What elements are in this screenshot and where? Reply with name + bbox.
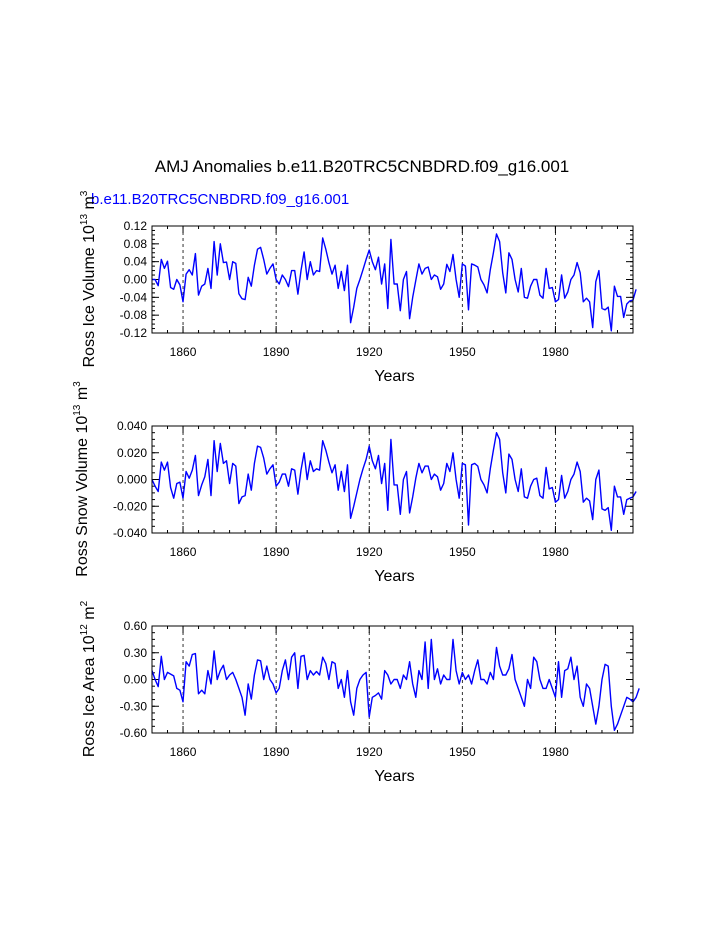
y-tick-label: 0.000: [117, 473, 147, 487]
y-tick-label: -0.12: [120, 326, 148, 340]
panel-1: 1860 1890 1920 1950 1980 -0.12 -0.08 -0.04 0.00 0…: [79, 190, 637, 385]
x-tick-label: 1920: [356, 545, 383, 559]
x-tick-label: 1890: [263, 345, 290, 359]
x-tick-label: 1950: [449, 745, 476, 759]
y-tick-label: 0.020: [117, 446, 147, 460]
x-tick-label: 1890: [263, 545, 290, 559]
x-axis-label: Years: [374, 768, 414, 785]
legend-label: b.e11.B20TRC5CNBDRD.f09_g16.001: [91, 191, 349, 208]
y-tick-label: 0.00: [124, 673, 148, 687]
x-axis-label: Years: [374, 368, 414, 385]
x-tick-label: 1920: [356, 745, 383, 759]
x-tick-label: 1950: [449, 345, 476, 359]
y-axis-label: Ross Ice Volume 1013 m3: [79, 190, 98, 367]
y-axis-label: Ross Ice Area 1012 m2: [79, 600, 98, 757]
panel-2: 1860 1890 1920 1950 1980 -0.040 -0.020 0.000 0.0…: [72, 381, 637, 585]
plot-frame: [151, 425, 634, 534]
x-tick-label: 1860: [170, 345, 197, 359]
plot-frame: [151, 625, 634, 734]
figure-title: AMJ Anomalies b.e11.B20TRC5CNBDRD.f09_g1…: [155, 157, 570, 176]
panel-3: 1860 1890 1920 1950 1980 -0.60 -0.30 0.00 0.30 0.…: [79, 600, 640, 785]
y-tick-label: 0.30: [124, 646, 148, 660]
y-tick-label: -0.040: [113, 526, 147, 540]
x-axis-label: Years: [374, 568, 414, 585]
y-tick-label: 0.60: [124, 619, 148, 633]
y-axis-label: Ross Snow Volume 1013 m3: [72, 381, 91, 577]
x-tick-label: 1950: [449, 545, 476, 559]
plot-frame: [151, 225, 634, 334]
y-tick-label: 0.12: [124, 219, 148, 233]
x-tick-label: 1980: [542, 545, 569, 559]
y-tick-label: 0.04: [124, 255, 148, 269]
y-tick-label: -0.60: [120, 726, 148, 740]
x-tick-label: 1980: [542, 345, 569, 359]
series-line: [151, 432, 637, 531]
y-tick-label: 0.040: [117, 419, 147, 433]
x-tick-label: 1920: [356, 345, 383, 359]
x-tick-label: 1860: [170, 745, 197, 759]
y-tick-label: -0.04: [120, 290, 148, 304]
y-tick-label: -0.020: [113, 499, 147, 513]
series-line: [151, 638, 640, 731]
y-tick-label: -0.30: [120, 699, 148, 713]
y-tick-label: 0.08: [124, 237, 148, 251]
series-line: [152, 233, 637, 332]
y-tick-label: 0.00: [124, 273, 148, 287]
x-tick-label: 1980: [542, 745, 569, 759]
y-tick-label: -0.08: [120, 308, 148, 322]
x-tick-label: 1860: [170, 545, 197, 559]
x-tick-label: 1890: [263, 745, 290, 759]
